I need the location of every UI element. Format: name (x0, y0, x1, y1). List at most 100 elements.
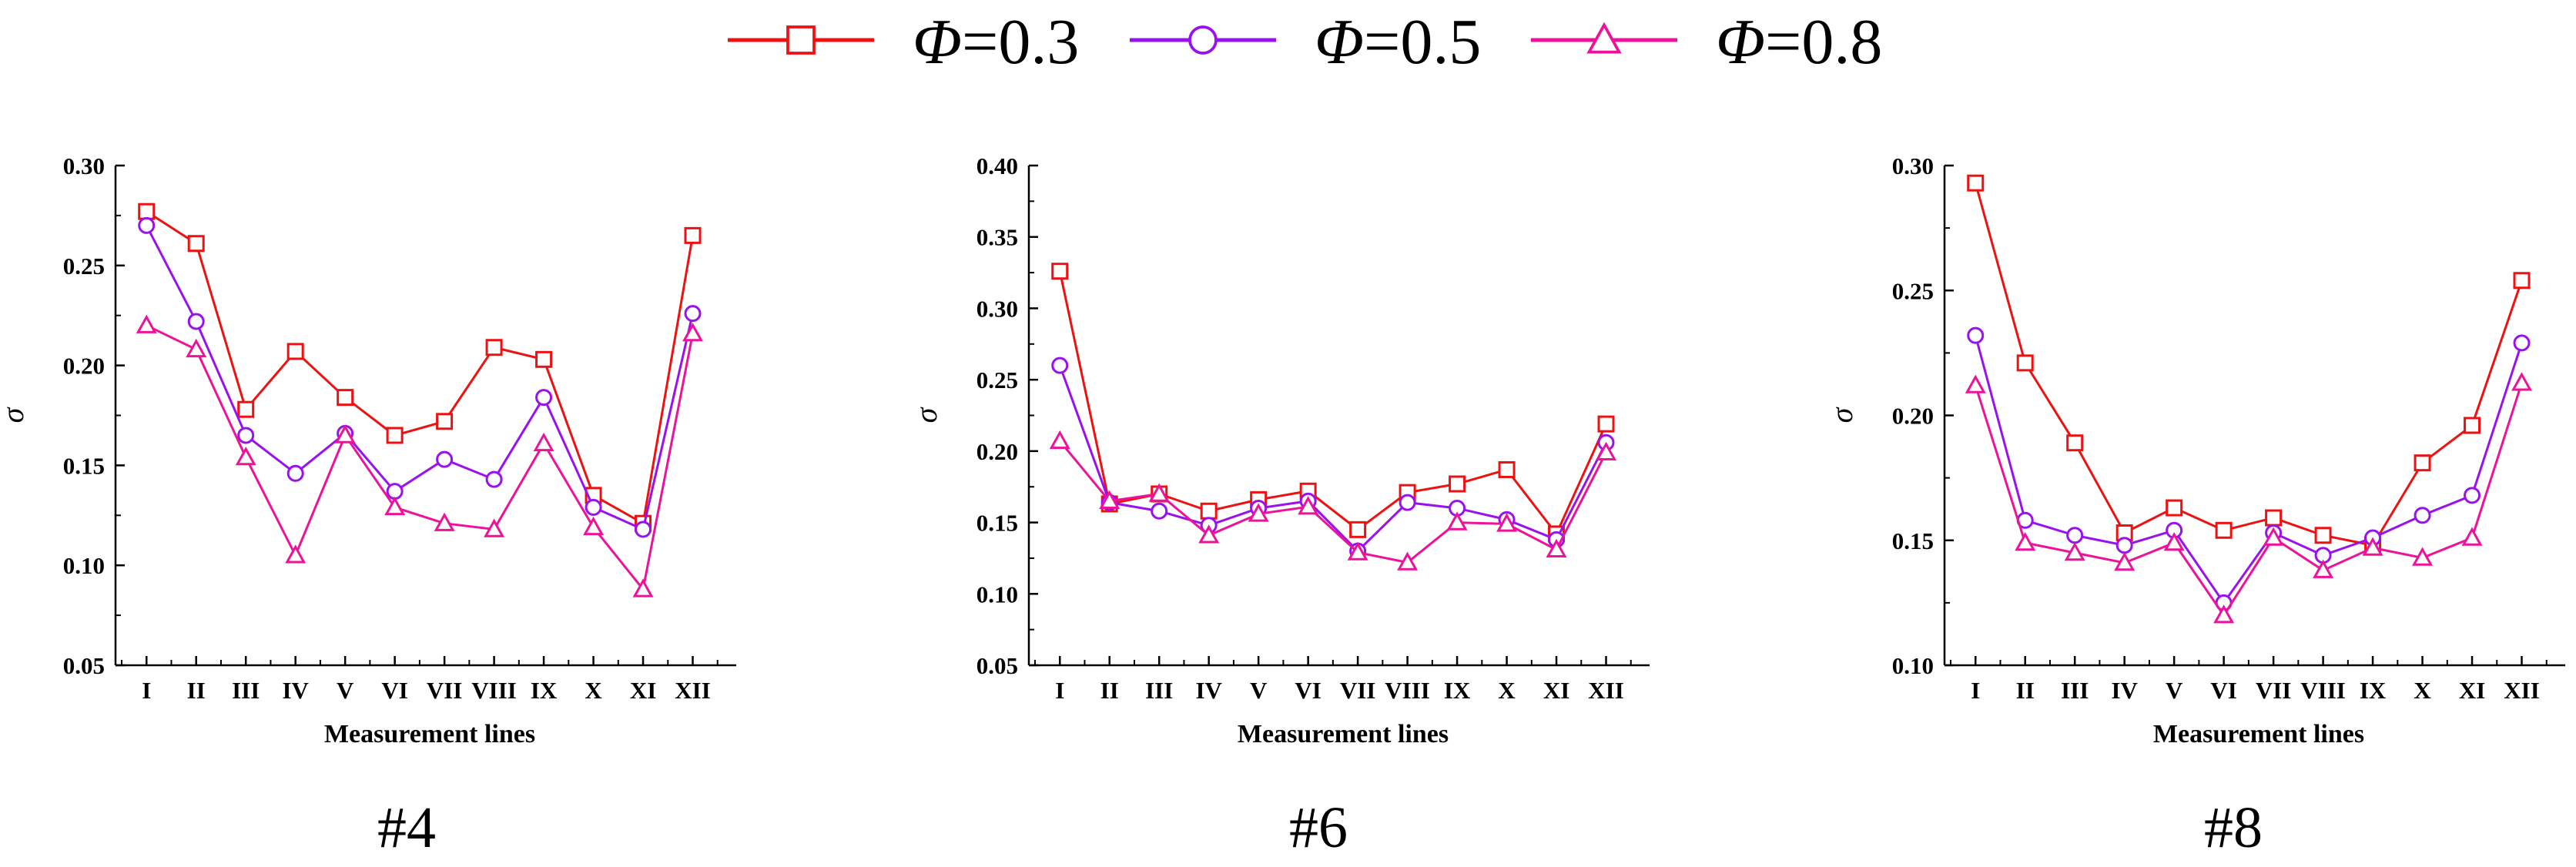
data-point (1099, 490, 1121, 509)
y-tick-label: 0.25 (1892, 277, 1934, 304)
y-axis-title: σ (909, 407, 943, 423)
legend-marker-triangle (1586, 22, 1622, 54)
data-point (2213, 604, 2235, 624)
data-point (1546, 538, 1567, 558)
panel-title: #6 (1289, 795, 1348, 860)
series-line (146, 324, 694, 592)
series-1 (1051, 263, 1615, 543)
legend-label: Φ=0.8 (1716, 6, 1882, 78)
series-line (1059, 440, 1607, 564)
data-point (2414, 454, 2431, 472)
data-point (2115, 537, 2133, 554)
legend-label: Φ=0.5 (1315, 6, 1481, 78)
data-point (1347, 541, 1368, 561)
data-point (1051, 263, 1069, 280)
x-tick-label: XII (2504, 677, 2540, 704)
data-point (2313, 559, 2334, 578)
data-point (2215, 521, 2233, 539)
data-point (2066, 434, 2084, 452)
x-tick-label: X (585, 677, 602, 704)
x-tick-label: VII (2256, 677, 2292, 704)
data-point (436, 450, 454, 468)
x-tick-label: VII (1340, 677, 1376, 704)
panel-3: 0.100.150.200.250.30I II III IV V VI VII VIII IX… (1824, 152, 2565, 860)
x-tick-label: XI (1543, 677, 1569, 704)
x-tick-label: VII (427, 677, 463, 704)
y-tick-label: 0.30 (976, 295, 1018, 322)
data-point (136, 314, 157, 333)
data-point (1596, 441, 1616, 460)
x-tick-label: III (232, 677, 260, 704)
data-point (2511, 372, 2532, 391)
legend-value: =0.8 (1765, 6, 1882, 78)
legend-symbol: Φ (913, 6, 962, 78)
y-axis-title: σ (1824, 407, 1859, 423)
data-point (583, 516, 605, 536)
series-2 (138, 216, 702, 538)
legend-marker-square (786, 25, 816, 55)
data-point (2362, 537, 2383, 556)
series-3 (136, 314, 703, 598)
data-point (286, 343, 304, 360)
data-point (434, 512, 455, 531)
data-point (2114, 551, 2136, 571)
data-point (1198, 524, 1220, 544)
x-tick-label: VIII (1385, 677, 1430, 704)
data-point (484, 518, 505, 537)
x-tick-label: III (1145, 677, 1173, 704)
x-tick-label: IX (1444, 677, 1471, 704)
data-point (237, 400, 255, 418)
series-3 (1049, 430, 1616, 571)
series-line (1974, 182, 2523, 547)
x-tick-label: VIII (2300, 677, 2346, 704)
legend-symbol: Φ (1315, 6, 1364, 78)
x-tick-label: X (2414, 677, 2431, 704)
x-tick-label: VI (2210, 677, 2236, 704)
x-tick-label: IV (1195, 677, 1222, 704)
y-tick-label: 0.25 (976, 367, 1018, 393)
x-tick-label: VI (1295, 677, 1321, 704)
series-line (145, 225, 694, 531)
data-point (535, 350, 553, 368)
data-point (436, 413, 454, 430)
y-tick-label: 0.25 (63, 253, 105, 280)
data-point (1446, 511, 1468, 531)
series-2 (1967, 326, 2531, 611)
data-point (632, 578, 654, 598)
x-tick-label: IV (282, 677, 309, 704)
data-point (1399, 494, 1416, 511)
data-point (2464, 487, 2481, 504)
y-tick-label: 0.10 (976, 581, 1018, 608)
data-point (2461, 527, 2483, 546)
data-point (138, 216, 156, 234)
x-tick-label: X (1498, 677, 1516, 704)
legend-value: =0.3 (962, 6, 1079, 78)
panel-title: #4 (377, 795, 436, 860)
data-point (186, 338, 207, 358)
data-point (684, 226, 702, 244)
legend-entry-3: Φ=0.8 (1531, 6, 1882, 78)
data-point (2163, 531, 2185, 551)
y-tick-label: 0.40 (976, 152, 1018, 179)
data-point (286, 464, 304, 482)
data-point (386, 427, 404, 444)
series-1 (138, 203, 702, 532)
x-tick-label: IV (2111, 677, 2138, 704)
data-point (2265, 509, 2283, 527)
x-tick-label: XII (675, 677, 711, 704)
y-tick-label: 0.15 (63, 452, 105, 479)
y-tick-label: 0.30 (63, 152, 105, 179)
legend-value: =0.5 (1364, 6, 1481, 78)
legend: Φ=0.3 Φ=0.5 Φ=0.8 (728, 6, 1882, 78)
y-tick-label: 0.20 (976, 438, 1018, 465)
x-tick-label: III (2061, 677, 2089, 704)
y-tick-label: 0.15 (976, 510, 1018, 537)
y-tick-label: 0.20 (1892, 403, 1934, 430)
data-point (187, 235, 205, 253)
series-line (1974, 335, 2523, 605)
x-axis-title: Measurement lines (324, 720, 535, 748)
data-point (2016, 354, 2034, 372)
data-point (1349, 521, 1367, 538)
